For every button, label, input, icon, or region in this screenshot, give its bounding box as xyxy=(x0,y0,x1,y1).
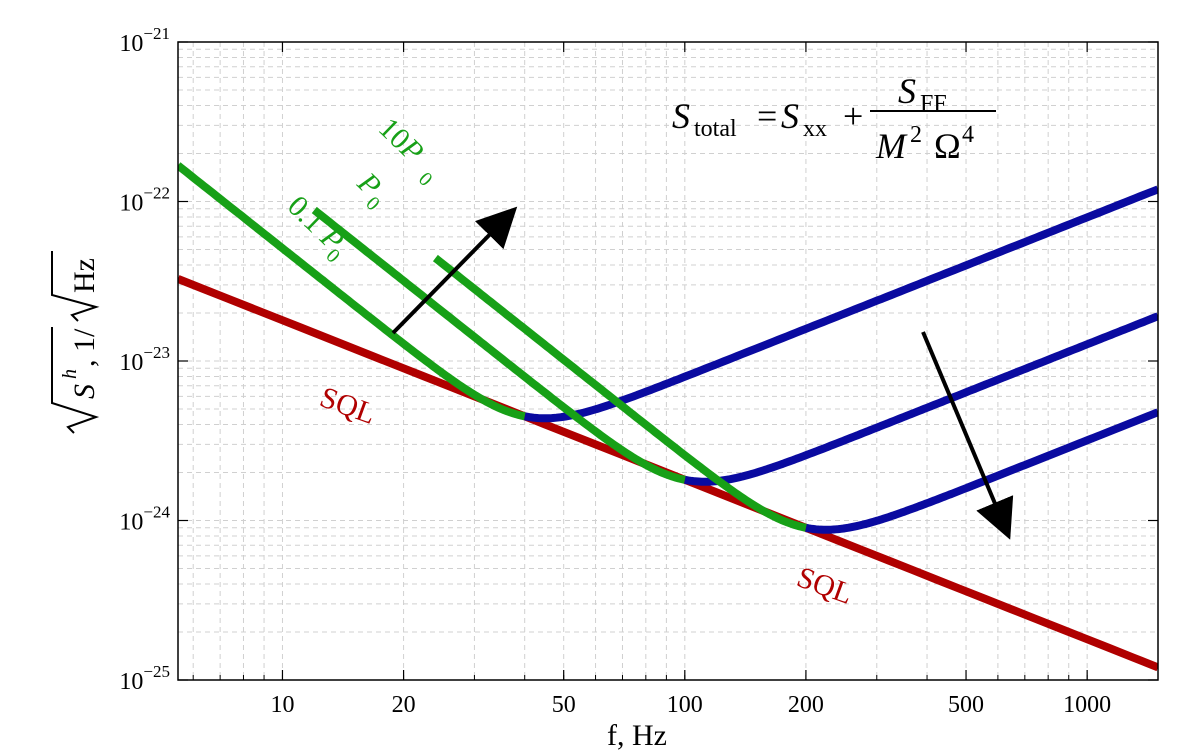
svg-text:0: 0 xyxy=(414,168,436,191)
x-tick-label: 500 xyxy=(948,692,984,718)
low-freq-noise-curve xyxy=(311,206,686,484)
power-arrow-right xyxy=(921,331,1014,540)
formula-num-main: S xyxy=(898,71,916,111)
total-noise-curve xyxy=(523,185,1158,423)
x-tick-label: 100 xyxy=(667,692,703,718)
y-axis-label: S h , 1/ Hz xyxy=(51,251,101,434)
low-freq-noise-curve xyxy=(178,162,526,421)
formula-sxx-sub: xx xyxy=(803,116,827,142)
svg-text:10P: 10P xyxy=(372,111,430,168)
svg-text:, 1/: , 1/ xyxy=(68,328,101,367)
total-noise-curve xyxy=(804,408,1158,534)
y-axis-ticks: 10−21 10−22 10−23 10−24 10−25 xyxy=(119,24,1158,695)
total-noise-curve xyxy=(684,312,1158,486)
formula-plus: + xyxy=(843,96,863,136)
svg-text:S: S xyxy=(68,384,101,399)
x-axis-label: f, Hz xyxy=(607,719,667,752)
x-tick-label: 10 xyxy=(270,692,294,718)
power-arrow-left xyxy=(391,206,518,335)
formula-lhs-sub: total xyxy=(694,116,737,142)
x-tick-label: 50 xyxy=(552,692,576,718)
label-p0: P 0 xyxy=(350,166,387,216)
sql-label-left: SQL xyxy=(316,381,381,431)
arrows xyxy=(391,206,1014,540)
formula-lhs-main: S xyxy=(672,96,690,136)
formula-equals: = xyxy=(757,96,777,136)
formula: S total = S xx + S FF M 2 Ω 4 xyxy=(672,71,996,166)
low-freq-noise-curve xyxy=(432,254,807,532)
formula-num-sub: FF xyxy=(920,91,947,117)
y-tick-label: 10−23 xyxy=(119,343,170,376)
y-tick-label: 10−24 xyxy=(119,503,170,536)
formula-den-omega: Ω xyxy=(934,126,961,166)
svg-text:Hz: Hz xyxy=(68,258,101,293)
x-tick-label: 20 xyxy=(392,692,416,718)
y-tick-label: 10−25 xyxy=(119,662,170,695)
y-tick-label: 10−21 xyxy=(119,24,170,57)
x-axis-ticks: 10 20 50 100 200 500 1000 xyxy=(192,42,1111,718)
formula-den-m: M xyxy=(875,126,908,166)
curves xyxy=(178,162,1158,672)
svg-text:h: h xyxy=(59,369,81,379)
x-tick-label: 1000 xyxy=(1063,692,1111,718)
formula-den-m-exp: 2 xyxy=(910,122,922,148)
y-tick-label: 10−22 xyxy=(119,184,170,217)
x-tick-label: 200 xyxy=(788,692,824,718)
formula-den-omega-exp: 4 xyxy=(962,122,974,148)
grid xyxy=(178,42,1158,681)
formula-sxx-main: S xyxy=(781,96,799,136)
